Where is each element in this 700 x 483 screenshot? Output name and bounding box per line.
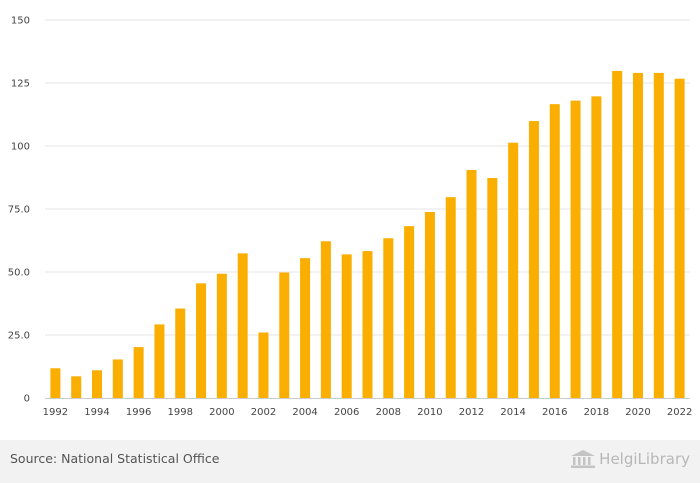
bar-1997[interactable] bbox=[154, 324, 165, 398]
x-tick-label: 1994 bbox=[84, 407, 109, 418]
bar-1998[interactable] bbox=[175, 308, 186, 398]
y-tick-label: 0 bbox=[24, 394, 30, 405]
bar-2019[interactable] bbox=[612, 70, 623, 399]
bar-2015[interactable] bbox=[528, 121, 539, 398]
library-building-icon bbox=[571, 450, 596, 468]
bar-1992[interactable] bbox=[50, 368, 61, 398]
y-tick-label: 125 bbox=[11, 79, 30, 90]
bar-1995[interactable] bbox=[112, 359, 123, 398]
chart-footer: Source: National Statistical Office Helg… bbox=[0, 440, 700, 483]
bar-2004[interactable] bbox=[300, 258, 311, 398]
bar-2005[interactable] bbox=[320, 241, 331, 398]
bar-chart: 0 25.0 50.0 75.0 100 125 150 1992 1994 1996 1998 2… bbox=[8, 16, 693, 419]
gridlines bbox=[45, 19, 690, 336]
x-tick-label: 2000 bbox=[209, 407, 234, 418]
bar-2003[interactable] bbox=[279, 272, 290, 398]
x-tick-label: 2004 bbox=[292, 407, 317, 418]
x-tick-label: 2016 bbox=[542, 407, 567, 418]
x-tick-label: 1996 bbox=[126, 407, 151, 418]
bar-2007[interactable] bbox=[362, 251, 373, 398]
x-tick-label: 1998 bbox=[168, 407, 193, 418]
bar-2013[interactable] bbox=[487, 178, 498, 398]
y-tick-label: 75.0 bbox=[8, 205, 30, 216]
bar-2001[interactable] bbox=[237, 253, 248, 398]
bar-2000[interactable] bbox=[216, 273, 227, 398]
bar-2006[interactable] bbox=[341, 254, 352, 398]
bar-2010[interactable] bbox=[424, 212, 435, 398]
source-note: Source: National Statistical Office bbox=[10, 451, 220, 466]
x-tick-label: 2018 bbox=[584, 407, 609, 418]
bar-2022[interactable] bbox=[674, 78, 685, 398]
y-tick-label: 25.0 bbox=[8, 331, 30, 342]
bar-2021[interactable] bbox=[653, 72, 664, 399]
x-tick-label: 2012 bbox=[459, 407, 484, 418]
bar-2014[interactable] bbox=[508, 142, 519, 398]
x-tick-label: 2002 bbox=[251, 407, 276, 418]
brand-logo[interactable]: HelgiLibrary bbox=[570, 449, 690, 469]
bar-2009[interactable] bbox=[404, 226, 415, 398]
bar-1994[interactable] bbox=[92, 370, 103, 398]
bar-1993[interactable] bbox=[71, 376, 82, 398]
x-axis-tick-labels: 1992 1994 1996 1998 2000 2002 2004 2006 2008 2010… bbox=[43, 407, 693, 418]
bar-2008[interactable] bbox=[383, 238, 394, 398]
bar-2011[interactable] bbox=[445, 197, 456, 398]
x-tick-label: 1992 bbox=[43, 407, 68, 418]
x-tick-label: 2006 bbox=[334, 407, 359, 418]
bar-2012[interactable] bbox=[466, 169, 477, 398]
x-tick-label: 2020 bbox=[625, 407, 650, 418]
bar-1999[interactable] bbox=[196, 283, 207, 398]
bar-2016[interactable] bbox=[549, 104, 560, 398]
y-axis-tick-labels: 0 25.0 50.0 75.0 100 125 150 bbox=[8, 16, 30, 405]
y-tick-label: 100 bbox=[11, 142, 30, 153]
bar-1996[interactable] bbox=[133, 347, 144, 398]
x-tick-label: 2022 bbox=[667, 407, 692, 418]
bars bbox=[50, 70, 685, 399]
brand-name: HelgiLibrary bbox=[599, 450, 690, 468]
bar-2017[interactable] bbox=[570, 100, 581, 398]
y-tick-label: 50.0 bbox=[8, 268, 30, 279]
x-tick-label: 2014 bbox=[500, 407, 525, 418]
bar-2002[interactable] bbox=[258, 332, 269, 398]
bar-2018[interactable] bbox=[591, 96, 602, 398]
bar-2020[interactable] bbox=[632, 72, 643, 399]
x-tick-label: 2010 bbox=[417, 407, 442, 418]
x-tick-label: 2008 bbox=[376, 407, 401, 418]
y-tick-label: 150 bbox=[11, 16, 30, 27]
